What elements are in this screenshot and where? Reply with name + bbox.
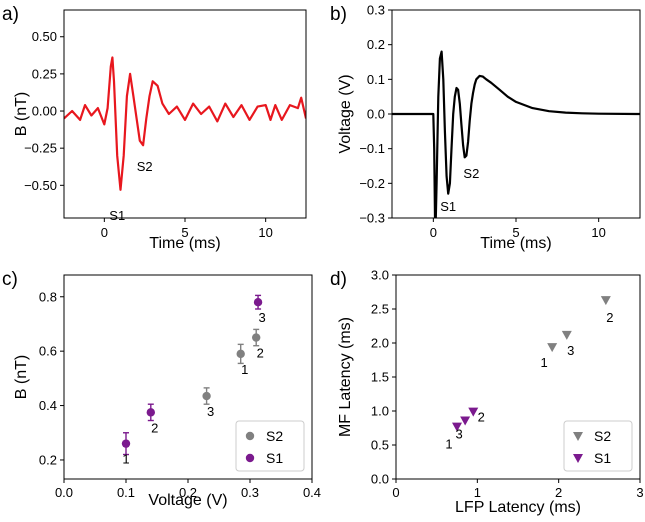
legend-marker — [245, 453, 255, 463]
data-point — [121, 439, 131, 448]
x-tick-label: 10 — [591, 225, 605, 240]
legend-marker — [573, 454, 583, 463]
y-tick-label: 0.3 — [367, 3, 385, 18]
data-point — [202, 391, 211, 401]
panel-label: a) — [2, 4, 19, 25]
legend-marker — [245, 431, 255, 441]
x-tick-label: 1 — [474, 485, 481, 500]
y-tick-label: 0.0 — [367, 107, 385, 122]
y-axis-label: B (nT) — [13, 355, 30, 399]
x-tick-label: 0.3 — [241, 485, 259, 500]
x-axis-label: Voltage (V) — [148, 492, 227, 509]
series-line — [392, 50, 640, 218]
data-point — [468, 407, 479, 417]
y-tick-label: −0.3 — [359, 211, 385, 226]
x-tick-label: 0 — [430, 225, 437, 240]
x-tick-label: 0.0 — [55, 485, 73, 500]
y-tick-label: −0.2 — [359, 176, 385, 191]
panel-label: c) — [2, 269, 18, 290]
data-point — [600, 296, 611, 306]
y-tick-label: 0.25 — [32, 66, 57, 81]
y-tick-label: −0.50 — [24, 178, 57, 193]
annotation-label: S2 — [137, 159, 153, 174]
data-point — [452, 422, 462, 432]
x-tick-label: 0.4 — [303, 485, 321, 500]
y-tick-label: 0.5 — [371, 438, 389, 453]
x-tick-label: 2 — [555, 485, 562, 500]
x-tick-label: 0 — [101, 225, 108, 240]
point-label: 2 — [478, 410, 485, 425]
x-tick-label: 10 — [258, 225, 272, 240]
x-axis-label: LFP Latency (ms) — [455, 499, 581, 516]
y-tick-label: 0.2 — [367, 37, 385, 52]
y-tick-label: 1.0 — [371, 404, 389, 419]
y-tick-label: 0.6 — [39, 344, 57, 359]
point-label: 2 — [606, 310, 613, 325]
point-label: 1 — [122, 452, 129, 467]
point-label: 3 — [456, 427, 463, 442]
y-tick-label: 0.8 — [39, 289, 57, 304]
y-tick-label: 0.1 — [367, 72, 385, 87]
annotation-label: S2 — [463, 166, 479, 181]
y-tick-label: 0.00 — [32, 104, 57, 119]
data-point — [236, 349, 245, 359]
panel-a: S1 S2 0 5 10 −0.50 −0.25 0.00 0.25 0.50 Time (ms) B… — [2, 4, 307, 252]
data-point — [146, 408, 155, 417]
point-label: 2 — [257, 346, 264, 361]
x-tick-label: 5 — [181, 225, 188, 240]
y-tick-label: 2.0 — [371, 336, 389, 351]
y-tick-label: −0.25 — [24, 141, 57, 156]
point-label: 3 — [567, 343, 574, 358]
legend-marker — [573, 432, 583, 441]
x-tick-label: 0.1 — [117, 485, 135, 500]
y-tick-label: 3.0 — [371, 268, 389, 283]
data-point — [547, 343, 558, 353]
y-tick-label: −0.1 — [359, 141, 385, 156]
x-tick-label: 0.2 — [179, 485, 197, 500]
data-point — [460, 416, 471, 426]
y-tick-label: 0.0 — [371, 472, 389, 487]
panel-label: b) — [330, 4, 347, 25]
legend-entry: S2 — [594, 428, 611, 444]
series-line — [64, 56, 306, 191]
x-tick-label: 0 — [392, 485, 399, 500]
y-tick-label: 0.2 — [39, 452, 57, 467]
point-label: 3 — [207, 404, 214, 419]
y-axis-label: MF Latency (ms) — [337, 317, 354, 437]
x-axis-label: Time (ms) — [480, 235, 551, 252]
panel-label: d) — [330, 269, 347, 290]
legend-entry: S1 — [594, 450, 611, 466]
point-label: 2 — [151, 420, 158, 435]
y-tick-label: 0.50 — [32, 29, 57, 44]
annotation-label: S1 — [440, 199, 456, 214]
legend-entry: S2 — [266, 428, 283, 444]
point-label: 1 — [445, 437, 452, 452]
x-axis-label: Time (ms) — [149, 235, 220, 252]
panel-b: S1 S2 0 5 10 −0.3 −0.2 −0.1 0.0 0.1 0.2 0.3 Time (ms… — [330, 3, 641, 252]
x-tick-label: 3 — [636, 485, 643, 500]
data-point — [561, 330, 572, 340]
legend-entry: S1 — [266, 450, 283, 466]
data-point — [253, 298, 263, 307]
x-tick-label: 5 — [512, 225, 519, 240]
y-tick-label: 2.5 — [371, 302, 389, 317]
data-point — [252, 333, 261, 342]
point-label: 3 — [258, 310, 265, 325]
y-tick-label: 1.5 — [371, 370, 389, 385]
y-axis-label: B (nT) — [13, 92, 30, 136]
point-label: 1 — [241, 362, 248, 377]
y-tick-label: 0.4 — [39, 398, 57, 413]
annotation-label: S1 — [109, 208, 125, 223]
point-label: 1 — [541, 355, 548, 370]
y-axis-label: Voltage (V) — [337, 74, 354, 153]
